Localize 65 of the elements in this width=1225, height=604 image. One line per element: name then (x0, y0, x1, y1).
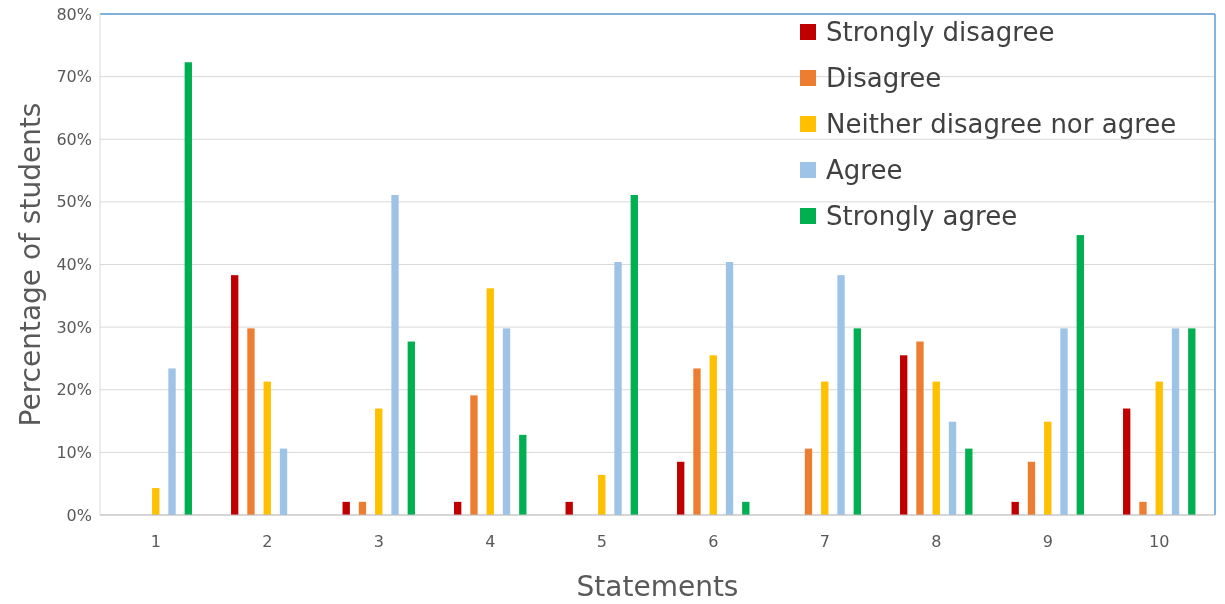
y-axis-title: Percentage of students (14, 102, 47, 427)
legend-label: Strongly agree (826, 201, 1018, 232)
bar (804, 448, 813, 515)
y-tick-label: 40% (56, 255, 92, 275)
y-tick-label: 60% (56, 129, 92, 149)
x-tick-label: 1 (150, 532, 161, 551)
legend-label: Disagree (826, 63, 942, 94)
bar (1139, 501, 1147, 515)
x-tick-label: 7 (819, 532, 830, 551)
bar (1155, 381, 1163, 515)
bar (519, 434, 527, 515)
x-tick-label: 4 (485, 532, 496, 551)
bar (1044, 421, 1052, 515)
bar (470, 395, 478, 515)
y-tick-label: 80% (56, 4, 92, 24)
bar (853, 328, 861, 515)
bar (916, 341, 924, 515)
bar (709, 355, 717, 515)
bar (614, 262, 622, 515)
bar (231, 275, 239, 515)
bar (837, 275, 845, 515)
legend-label: Agree (826, 155, 903, 186)
bar (184, 62, 192, 515)
bar (486, 288, 494, 515)
bar (263, 381, 271, 515)
y-tick-label: 0% (66, 505, 92, 525)
bar (821, 381, 829, 515)
x-tick-label: 6 (708, 532, 719, 551)
bar (677, 461, 685, 515)
bar (948, 421, 957, 515)
x-tick-label: 3 (373, 532, 384, 551)
bar (1027, 461, 1036, 515)
x-tick-label: 5 (596, 532, 607, 551)
bar (965, 448, 973, 515)
bar (375, 408, 383, 515)
x-axis-title: Statements (576, 570, 739, 603)
y-tick-label: 10% (56, 442, 92, 462)
x-tick-label: 8 (931, 532, 942, 551)
bar (900, 355, 908, 515)
legend-label: Strongly disagree (826, 17, 1055, 48)
bar (598, 474, 606, 515)
bar (932, 381, 940, 515)
x-tick-label: 10 (1149, 532, 1170, 551)
bar (1188, 328, 1196, 515)
bar (502, 328, 511, 515)
bar (407, 341, 415, 515)
bar (279, 448, 288, 515)
bar (725, 262, 734, 515)
x-tick-label: 9 (1042, 532, 1053, 551)
bar (693, 368, 701, 515)
y-tick-label: 20% (56, 380, 92, 400)
y-tick-label: 70% (56, 67, 92, 87)
bar (247, 328, 255, 515)
bar (1123, 408, 1131, 515)
bar (1076, 235, 1084, 515)
bar (1060, 328, 1068, 515)
y-tick-label: 50% (56, 192, 92, 212)
bar (152, 488, 160, 515)
legend-label: Neither disagree nor agree (826, 109, 1177, 140)
x-tick-label: 2 (262, 532, 273, 551)
y-tick-label: 30% (56, 317, 92, 337)
bar (391, 194, 399, 515)
bar (630, 194, 638, 515)
bar (168, 368, 176, 515)
bar (1171, 328, 1180, 515)
